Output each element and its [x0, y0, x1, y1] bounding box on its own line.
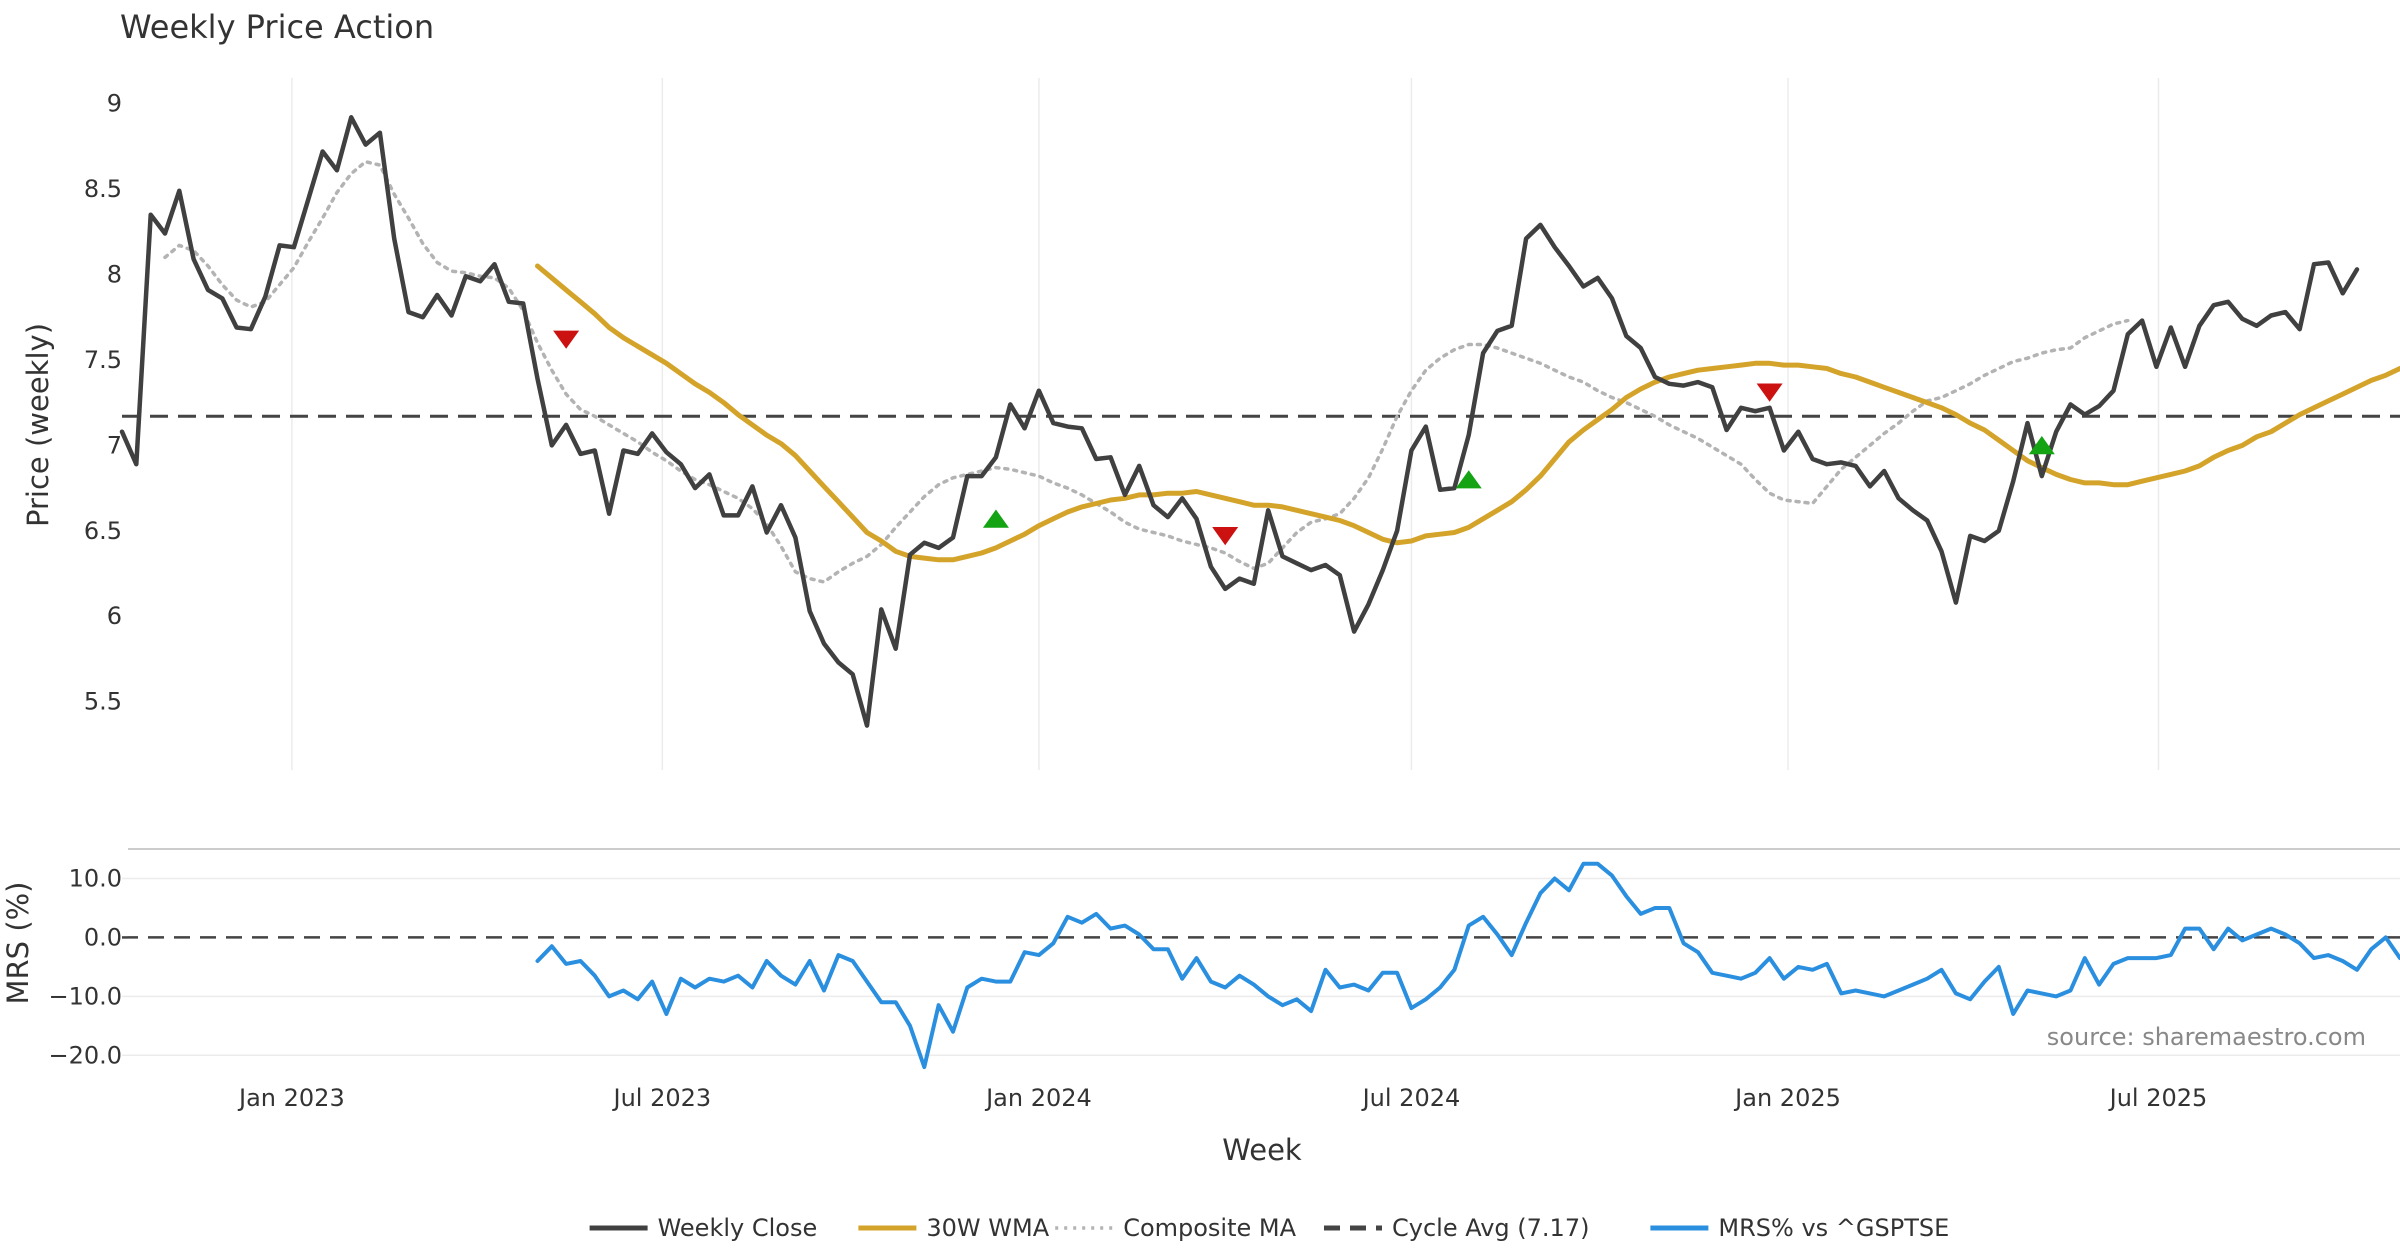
- price-y-tick-label: 7.5: [84, 346, 122, 374]
- mrs-grid: [122, 877, 2400, 1057]
- mrs-y-ticks: 10.0 0.0 −10.0 −20.0: [48, 865, 122, 1070]
- mrs-y-axis-label: MRS (%): [1, 882, 35, 1005]
- legend-label: Weekly Close: [658, 1214, 818, 1242]
- price-y-tick-label: 8: [107, 260, 122, 288]
- price-grid: [291, 78, 2160, 770]
- mrs-line: [535, 861, 2400, 1070]
- weekly-close-line: [119, 115, 2360, 728]
- x-tick-label: Jan 2025: [1733, 1084, 1841, 1112]
- price-series: [119, 115, 2400, 728]
- legend-label: Cycle Avg (7.17): [1392, 1214, 1589, 1242]
- legend-label: 30W WMA: [926, 1214, 1049, 1242]
- wma-30w-line: [535, 263, 2400, 563]
- signal-markers: [553, 330, 2055, 546]
- buy-signal-marker: [2028, 436, 2055, 455]
- legend: Weekly Close 30W WMA Composite MA Cycle Avg…: [589, 1214, 1949, 1242]
- price-y-tick-label: 5.5: [84, 688, 122, 716]
- mrs-y-tick-label: −10.0: [48, 982, 122, 1010]
- x-tick-label: Jan 2023: [237, 1084, 345, 1112]
- x-axis-label: Week: [1222, 1133, 1302, 1167]
- price-y-axis-label: Price (weekly): [21, 323, 55, 527]
- composite-ma-line: [163, 159, 2130, 584]
- price-y-tick-label: 9: [107, 90, 122, 118]
- chart-title: Weekly Price Action: [120, 8, 434, 46]
- price-y-tick-label: 6: [107, 602, 122, 630]
- sell-signal-marker: [1756, 383, 1783, 402]
- x-ticks: Jan 2023 Jul 2023 Jan 2024 Jul 2024 Jan 2025…: [237, 1084, 2207, 1112]
- x-tick-label: Jan 2024: [984, 1084, 1092, 1112]
- x-tick-label: Jul 2023: [611, 1084, 711, 1112]
- mrs-y-tick-label: 10.0: [69, 865, 122, 893]
- mrs-y-tick-label: −20.0: [48, 1041, 122, 1069]
- mrs-series: [122, 861, 2400, 1070]
- source-label: source: sharemaestro.com: [2047, 1023, 2366, 1051]
- buy-signal-marker: [1455, 470, 1482, 489]
- price-y-ticks: 5.5 6 6.5 7 7.5 8 8.5 9: [84, 90, 122, 716]
- sell-signal-marker: [1212, 527, 1239, 546]
- mrs-y-tick-label: 0.0: [84, 923, 122, 951]
- x-tick-label: Jul 2024: [1361, 1084, 1461, 1112]
- price-y-tick-label: 6.5: [84, 517, 122, 545]
- buy-signal-marker: [982, 509, 1009, 528]
- sell-signal-marker: [553, 330, 580, 349]
- price-y-tick-label: 7: [107, 431, 122, 459]
- price-y-tick-label: 8.5: [84, 175, 122, 203]
- legend-label: MRS% vs ^GSPTSE: [1718, 1214, 1949, 1242]
- x-tick-label: Jul 2025: [2108, 1084, 2208, 1112]
- legend-label: Composite MA: [1123, 1214, 1296, 1242]
